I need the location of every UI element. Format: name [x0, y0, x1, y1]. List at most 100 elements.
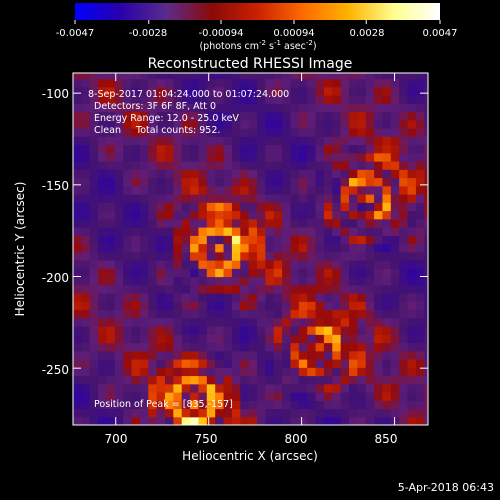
heatmap-cell: [273, 317, 283, 327]
heatmap-cell: [298, 268, 308, 278]
heatmap-cell: [415, 400, 425, 410]
heatmap-cell: [181, 350, 191, 360]
heatmap-cell: [240, 202, 250, 212]
heatmap-cell: [248, 334, 258, 344]
heatmap-cell: [181, 326, 191, 335]
heatmap-cell: [215, 119, 225, 129]
heatmap-cell: [349, 235, 358, 245]
heatmap-cell: [231, 350, 241, 360]
heatmap-cell: [181, 128, 191, 137]
heatmap-cell: [81, 194, 91, 203]
heatmap-cell: [340, 400, 350, 410]
heatmap-cell: [206, 103, 216, 113]
heatmap-cell: [173, 128, 183, 137]
heatmap-cell: [123, 375, 133, 385]
heatmap-cell: [390, 350, 400, 360]
heatmap-cell: [156, 243, 166, 253]
heatmap-cell: [98, 177, 108, 187]
heatmap-cell: [248, 73, 258, 80]
heatmap-cell: [148, 136, 158, 146]
heatmap-cell: [123, 235, 133, 245]
heatmap-cell: [114, 260, 124, 269]
heatmap-cell: [248, 152, 258, 162]
heatmap-cell: [415, 202, 425, 212]
heatmap-cell: [273, 103, 283, 113]
heatmap-cell: [240, 78, 250, 88]
heatmap-cell: [89, 383, 99, 393]
heatmap-cell: [349, 301, 358, 311]
heatmap-cell: [332, 128, 342, 137]
heatmap-cell: [223, 301, 233, 311]
heatmap-cell: [349, 284, 358, 294]
heatmap-cell: [114, 293, 124, 302]
heatmap-cell: [282, 95, 292, 104]
heatmap-cell: [114, 284, 124, 294]
heatmap-cell: [374, 227, 384, 236]
heatmap-cell: [148, 103, 158, 113]
heatmap-cell: [382, 235, 392, 245]
heatmap-cell: [307, 144, 317, 154]
heatmap-cell: [332, 367, 342, 377]
heatmap-cell: [349, 375, 358, 385]
heatmap-cell: [382, 119, 392, 129]
heatmap-cell: [198, 408, 208, 418]
heatmap-cell: [114, 334, 124, 344]
heatmap-cell: [323, 177, 333, 187]
heatmap-cell: [240, 326, 250, 335]
heatmap-cell: [198, 103, 208, 113]
heatmap-cell: [106, 119, 116, 129]
heatmap-cell: [323, 103, 333, 113]
heatmap-cell: [123, 276, 133, 286]
heatmap-cell: [365, 86, 375, 96]
heatmap-cell: [131, 235, 141, 245]
heatmap-cell: [315, 309, 325, 319]
heatmap-cell: [190, 342, 200, 352]
heatmap-cell: [415, 268, 425, 278]
heatmap-cell: [315, 103, 325, 113]
heatmap-cell: [340, 210, 350, 220]
heatmap-cell: [315, 152, 325, 162]
heatmap-cell: [223, 392, 233, 401]
heatmap-cell: [148, 416, 158, 425]
heatmap-cell: [181, 334, 191, 344]
heatmap-cell: [365, 210, 375, 220]
heatmap-cell: [323, 194, 333, 203]
heatmap-cell: [190, 408, 200, 418]
heatmap-cell: [290, 235, 300, 245]
heatmap-cell: [148, 86, 158, 96]
chart-title: Reconstructed RHESSI Image: [148, 56, 353, 72]
heatmap-cell: [298, 218, 308, 228]
heatmap-cell: [307, 342, 317, 352]
heatmap-cell: [190, 227, 200, 236]
heatmap-cell: [390, 152, 400, 162]
heatmap-cell: [407, 260, 417, 269]
heatmap-cell: [365, 284, 375, 294]
heatmap-cell: [382, 169, 392, 179]
heatmap-cell: [399, 383, 409, 393]
heatmap-cell: [382, 400, 392, 410]
heatmap-cell: [231, 86, 241, 96]
heatmap-cell: [415, 367, 425, 377]
heatmap-cell: [298, 251, 308, 261]
heatmap-cell: [349, 73, 358, 80]
heatmap-cell: [123, 392, 133, 401]
heatmap-cell: [156, 136, 166, 146]
heatmap-cell: [231, 177, 241, 187]
heatmap-cell: [106, 342, 116, 352]
heatmap-cell: [365, 103, 375, 113]
heatmap-cell: [148, 276, 158, 286]
heatmap-cell: [139, 334, 149, 344]
heatmap-cell: [123, 227, 133, 236]
heatmap-cell: [81, 301, 91, 311]
heatmap-cell: [123, 111, 133, 121]
heatmap-cell: [382, 185, 392, 195]
heatmap-cell: [231, 210, 241, 220]
heatmap-cell: [89, 359, 99, 368]
heatmap-cell: [298, 119, 308, 129]
heatmap-cell: [415, 260, 425, 269]
heatmap-cell: [257, 375, 266, 385]
heatmap-cell: [365, 161, 375, 170]
heatmap-cell: [265, 119, 275, 129]
heatmap-cell: [357, 202, 367, 212]
heatmap-cell: [282, 202, 292, 212]
